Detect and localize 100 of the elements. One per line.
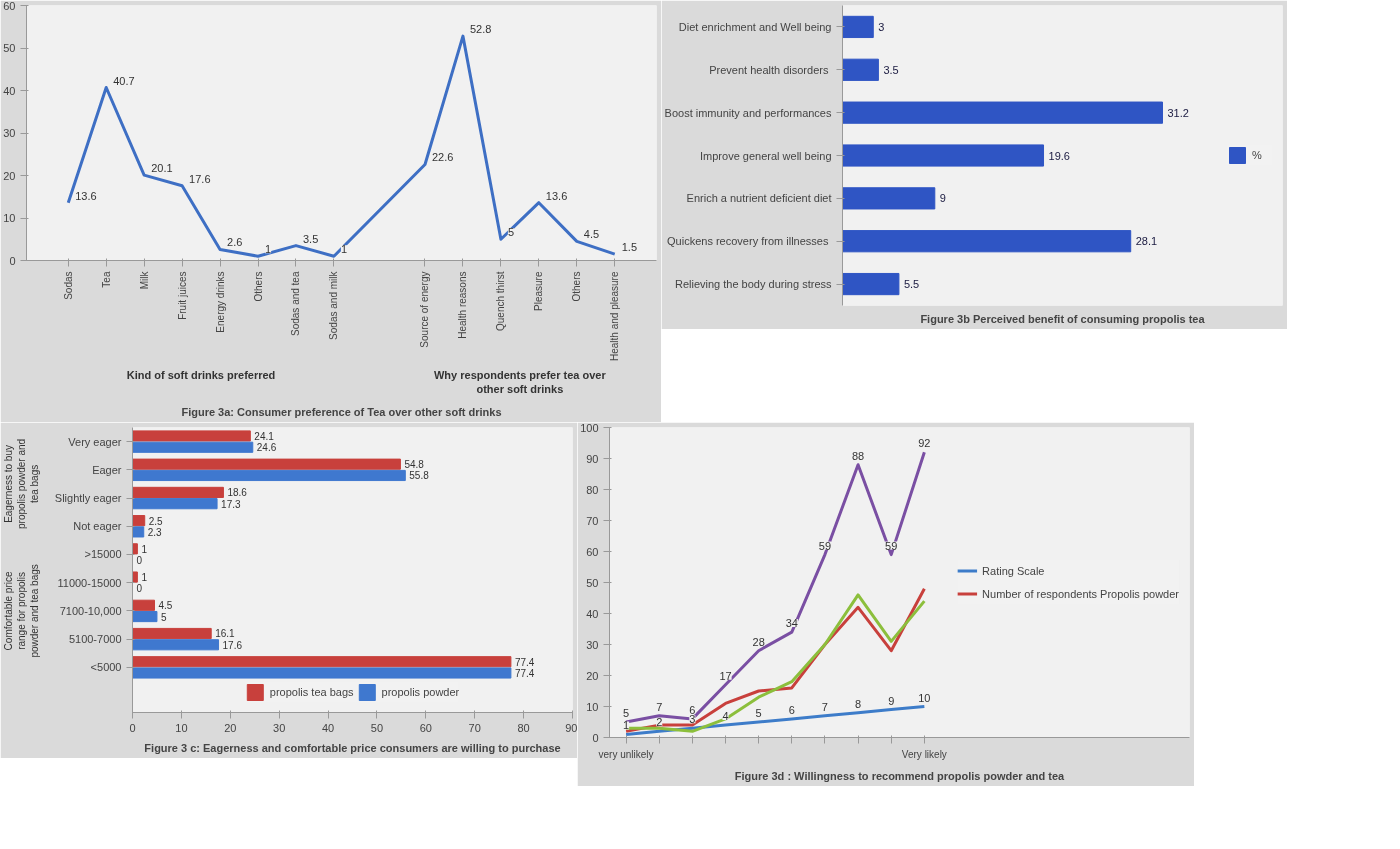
y-tick-label: Eager [92,463,122,476]
x-tick-label: Sodas and milk [328,270,340,340]
y-tick-label: 11000-15000 [57,576,122,589]
bar [842,15,874,39]
data-label: 28 [752,635,765,648]
data-label: 34 [785,617,798,630]
x-tick-label: 20 [224,721,237,734]
bar [842,187,936,210]
bar [132,571,138,583]
y-tick-label: Slightly eager [54,492,122,505]
legend-label: Rating Scale [982,564,1045,577]
data-label: 4.5 [583,228,600,241]
data-label: 6 [689,703,696,716]
x-tick-label: 80 [517,721,530,734]
data-label: 3.5 [883,63,899,76]
legend-label: propolis tea bags [269,686,354,698]
data-label: 3 [689,713,696,726]
data-label: 19.6 [1048,149,1070,162]
x-tick-label: very unlikely [598,748,654,760]
data-label: 59 [818,539,832,552]
y-tick-label: Boost immunity and performances [664,106,832,119]
text: Comfortable price range for propolis powder and tea bags [3,564,41,658]
x-tick-label: Health reasons [457,271,469,339]
legend-label: propolis powder [381,686,460,698]
bar [132,515,146,527]
data-label: 9 [939,192,946,205]
y-tick-label: 40 [3,84,16,97]
y-tick-label: 80 [586,483,599,496]
bar [132,599,155,611]
legend-label: % [1252,149,1263,161]
bar [132,458,401,470]
y-tick-label: Improve general well being [700,149,832,162]
data-label: 40.7 [113,74,135,87]
bar [132,639,220,651]
text: Why respondents prefer tea over other soft drinks [433,369,607,396]
y-tick-label: 50 [586,576,599,589]
x-tick-label: 10 [175,721,188,734]
x-tick-label: Others [571,271,583,302]
y-tick-label: 100 [580,421,599,434]
data-label: 54.8 [404,459,425,471]
x-tick-label: Sodas and tea [290,271,302,336]
data-label: 5 [623,707,630,719]
x-tick-label: 40 [321,721,335,734]
data-label: 20.1 [151,162,173,175]
bar [132,430,251,442]
bar [132,610,158,623]
data-label: 18.6 [227,487,248,499]
data-label: 16.1 [215,628,236,640]
bar [842,58,879,81]
data-label: 5.5 [903,278,920,291]
x-tick-label: 70 [468,721,481,734]
data-label: 1 [623,719,630,732]
data-label: 52.8 [469,23,492,36]
data-label: 2.5 [148,515,164,527]
y-tick-label: 20 [3,169,16,182]
y-tick-label: 30 [586,638,599,651]
data-label: 55.8 [409,470,430,482]
data-label: 88 [851,449,865,462]
text: Figure 3d : Willingness to recommend propolis powder and tea [734,769,1066,782]
x-tick-label: Energy drinks [214,271,226,333]
y-tick-label: 10 [586,700,599,713]
x-tick-label: Health and pleasure [609,271,621,362]
data-label: 1 [340,243,348,256]
bar [132,441,254,453]
y-tick-label: 7100-10,000 [59,604,122,617]
data-label: 17 [719,669,732,682]
bar [842,230,1132,253]
bar [842,272,900,296]
x-tick-label: Sodas [62,271,74,300]
data-label: 3.5 [302,232,319,245]
data-label: 1.5 [621,241,638,254]
y-tick-label: 60 [586,545,599,558]
bar [842,101,1163,124]
data-label: 7 [656,700,663,713]
bar [132,469,406,482]
data-label: 22.6 [431,151,454,164]
y-tick-label: Prevent health disorders [709,63,829,76]
x-tick-label: 60 [419,721,432,734]
x-tick-label: Fruit juices [176,271,188,320]
y-tick-label: Enrich a nutrient deficient diet [686,192,832,205]
data-label: 24.6 [256,442,277,454]
data-label: 1 [141,543,148,555]
data-label: 24.1 [254,430,275,442]
bar [132,526,145,538]
data-label: 28.1 [1135,235,1158,248]
data-label: 1 [265,243,272,256]
y-tick-label: Diet enrichment and Well being [678,20,832,33]
x-tick-label: Pleasure [533,271,545,311]
bar [132,543,138,555]
bar [132,498,218,510]
bar [132,656,512,668]
data-label: 2.6 [227,236,243,249]
x-tick-label: 90 [565,721,578,734]
y-tick-label: <5000 [90,661,122,674]
y-tick-label: Very eager [68,435,122,448]
legend-label: Number of respondents Propolis powder [982,587,1179,600]
y-tick-label: 5100-7000 [68,633,122,646]
data-label: 4 [722,710,729,723]
y-tick-label: 50 [3,42,16,54]
data-label: 4.5 [158,600,173,612]
